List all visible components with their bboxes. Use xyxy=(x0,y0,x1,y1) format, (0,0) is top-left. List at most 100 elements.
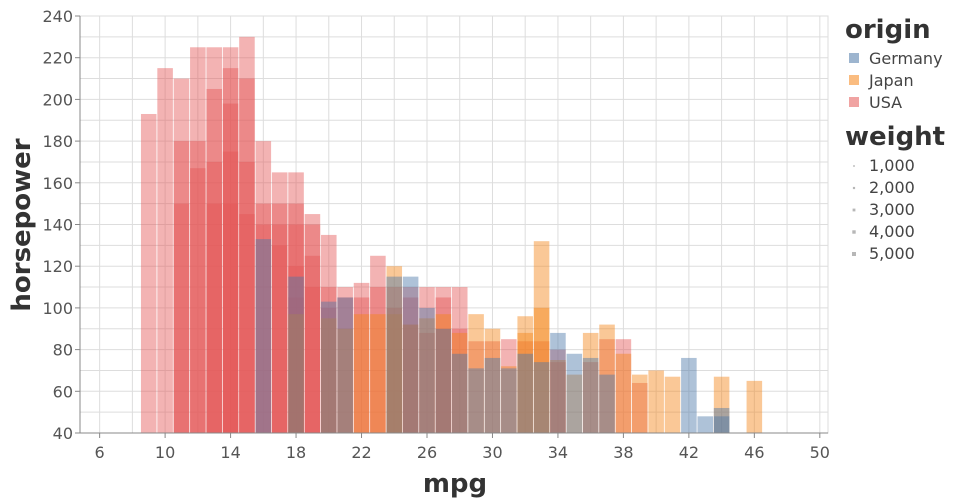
bar-mark xyxy=(501,366,517,433)
x-tick-label: 6 xyxy=(95,443,105,462)
bar-mark xyxy=(582,332,599,433)
bars-layer xyxy=(140,36,763,434)
bar-mark xyxy=(386,287,403,433)
bar-mark xyxy=(321,318,337,433)
x-tick-label: 26 xyxy=(417,443,437,462)
bar-mark xyxy=(190,141,206,433)
bar-mark xyxy=(271,203,288,433)
legend-title-weight: weight xyxy=(845,122,945,152)
bar-mark xyxy=(501,339,517,433)
bar-mark xyxy=(599,324,615,433)
bar-mark xyxy=(337,287,353,433)
bar-mark xyxy=(255,141,272,433)
y-tick-label: 180 xyxy=(42,132,73,151)
bar-mark xyxy=(353,297,370,433)
x-tick-label: 34 xyxy=(548,443,568,462)
bar-mark xyxy=(533,241,550,433)
x-tick-label: 46 xyxy=(744,443,764,462)
bar-mark xyxy=(631,374,648,433)
bar-mark xyxy=(288,314,304,433)
bar-mark xyxy=(550,349,566,433)
bar-mark xyxy=(713,416,730,433)
bar-mark xyxy=(255,203,272,433)
bar-mark xyxy=(370,314,386,433)
bar-mark xyxy=(451,328,468,433)
bar-mark xyxy=(451,332,468,433)
legend-swatch xyxy=(849,53,859,63)
legend-size-swatch xyxy=(852,208,856,212)
y-tick-label: 100 xyxy=(42,299,73,318)
bar-mark xyxy=(615,353,632,433)
legend-label: 2,000 xyxy=(869,178,915,197)
bar-mark xyxy=(402,297,419,433)
legend-label: Japan xyxy=(868,71,914,90)
bar-mark xyxy=(451,287,468,433)
bar-mark xyxy=(288,297,304,433)
series-usa xyxy=(140,36,648,434)
bar-mark xyxy=(435,328,452,433)
bar-mark xyxy=(190,47,206,434)
bar-mark xyxy=(222,47,239,434)
x-tick-label: 38 xyxy=(613,443,633,462)
legend-size-swatch xyxy=(852,186,856,190)
bar-mark xyxy=(304,287,321,433)
bar-mark xyxy=(288,224,304,433)
bar-mark xyxy=(386,307,403,433)
bar-mark xyxy=(566,353,583,433)
bar-mark xyxy=(288,266,304,433)
bar-mark xyxy=(468,314,484,433)
bar-mark xyxy=(468,341,484,433)
y-tick-label: 140 xyxy=(42,216,73,235)
bar-mark xyxy=(582,362,599,433)
bar-mark xyxy=(599,374,615,433)
bar-mark xyxy=(173,203,190,433)
legend-label: USA xyxy=(869,93,902,112)
bar-mark xyxy=(222,151,239,433)
bar-mark xyxy=(255,224,272,433)
series-germany xyxy=(255,239,730,433)
bar-mark xyxy=(140,113,157,434)
bar-mark xyxy=(222,103,239,433)
bar-mark xyxy=(370,287,386,433)
bar-mark xyxy=(370,255,386,433)
bar-mark xyxy=(321,301,337,433)
bar-mark xyxy=(681,357,697,433)
bar-mark xyxy=(566,374,583,433)
bar-mark xyxy=(271,172,288,433)
bar-mark xyxy=(288,203,304,433)
bar-mark xyxy=(615,339,632,433)
legend-size-swatch xyxy=(852,230,856,234)
bar-mark xyxy=(648,370,664,433)
bar-mark xyxy=(517,316,533,433)
bar-mark xyxy=(271,224,288,433)
bar-mark xyxy=(419,287,435,433)
bar-mark xyxy=(664,376,681,433)
bar-mark xyxy=(697,416,714,433)
bar-mark xyxy=(550,332,566,433)
bar-mark xyxy=(550,360,566,433)
bar-mark xyxy=(402,324,419,433)
bar-mark xyxy=(173,141,190,433)
bar-mark xyxy=(321,234,337,433)
bar-mark xyxy=(288,172,304,433)
x-tick-label: 50 xyxy=(810,443,830,462)
bar-mark xyxy=(435,328,452,433)
legend-label: 4,000 xyxy=(869,222,915,241)
y-tick-label: 80 xyxy=(53,341,73,360)
bar-mark xyxy=(550,362,566,433)
bar-mark xyxy=(484,328,501,433)
bar-mark xyxy=(435,287,452,433)
bar-mark xyxy=(582,357,599,433)
legend-layer: origin Germany Japan USA weight 1,000 2,000 3,0… xyxy=(845,15,945,263)
bar-mark xyxy=(222,68,239,433)
y-axis-title: horsepower xyxy=(7,138,37,311)
bar-mark xyxy=(255,239,272,433)
y-tick-label: 40 xyxy=(53,424,73,443)
bar-mark xyxy=(713,407,730,433)
bar-mark xyxy=(304,224,321,433)
bar-mark xyxy=(157,68,173,433)
bar-mark xyxy=(533,341,550,433)
legend-title-origin: origin xyxy=(845,15,931,45)
